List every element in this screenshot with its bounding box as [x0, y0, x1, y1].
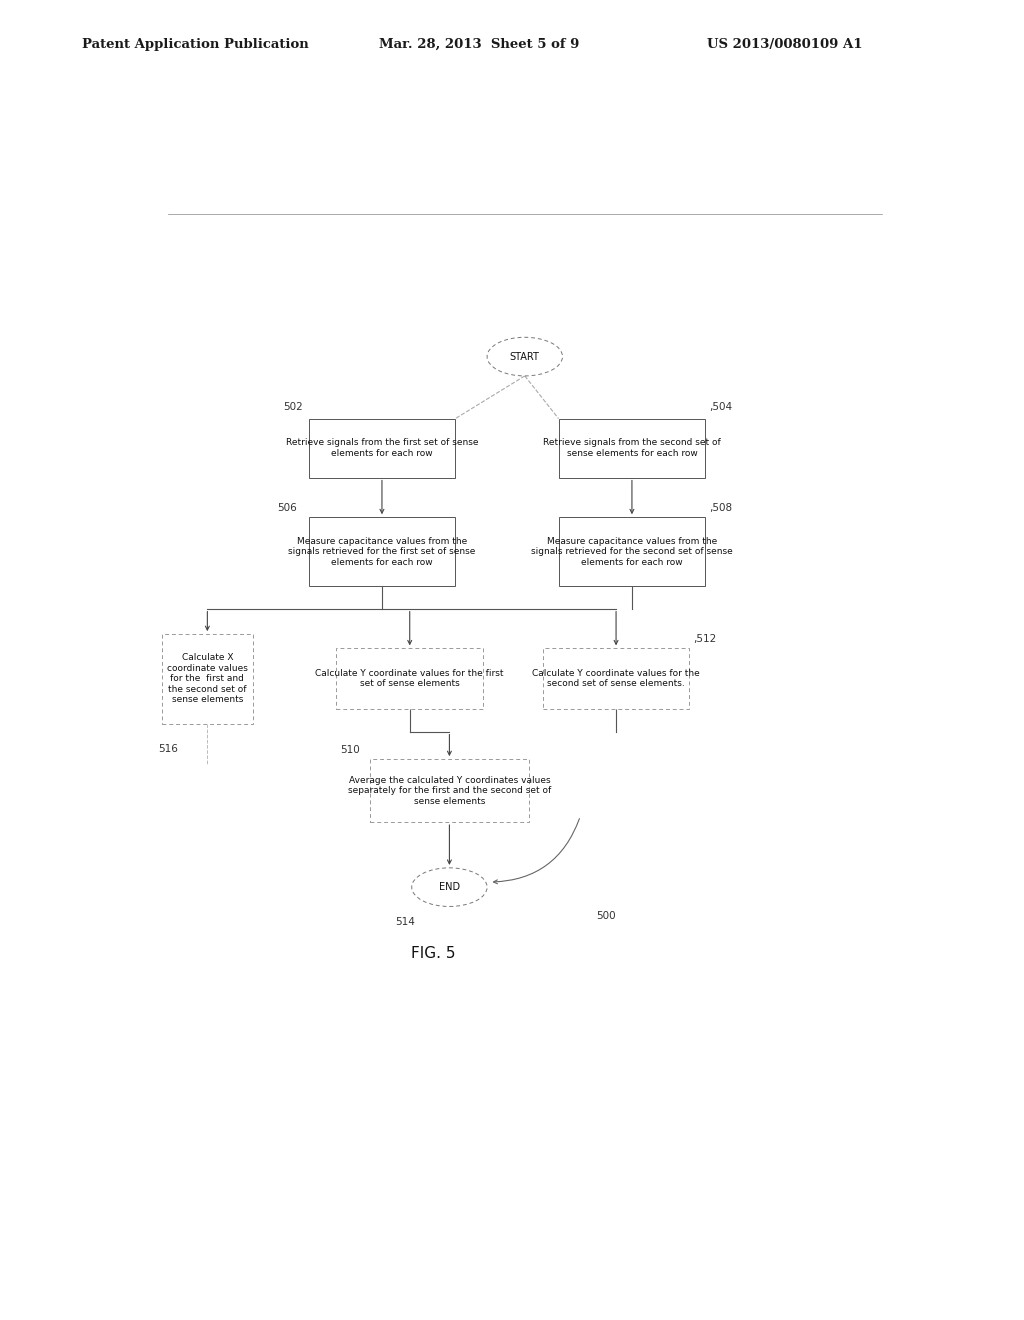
FancyBboxPatch shape [308, 517, 456, 586]
Text: Average the calculated Y coordinates values
separately for the first and the sec: Average the calculated Y coordinates val… [348, 776, 551, 805]
Text: FIG. 5: FIG. 5 [412, 945, 456, 961]
Text: START: START [510, 351, 540, 362]
Text: 500: 500 [596, 911, 615, 920]
FancyBboxPatch shape [336, 648, 483, 709]
FancyBboxPatch shape [558, 517, 706, 586]
FancyBboxPatch shape [308, 418, 456, 478]
Text: Retrieve signals from the second set of
sense elements for each row: Retrieve signals from the second set of … [543, 438, 721, 458]
Text: Calculate X
coordinate values
for the  first and
the second set of
sense element: Calculate X coordinate values for the fi… [167, 653, 248, 704]
Text: Measure capacitance values from the
signals retrieved for the second set of sens: Measure capacitance values from the sign… [531, 537, 733, 566]
FancyBboxPatch shape [162, 634, 253, 723]
Text: Mar. 28, 2013  Sheet 5 of 9: Mar. 28, 2013 Sheet 5 of 9 [379, 37, 580, 50]
Text: Calculate Y coordinate values for the
second set of sense elements.: Calculate Y coordinate values for the se… [532, 669, 700, 689]
FancyBboxPatch shape [543, 648, 689, 709]
Text: 506: 506 [276, 503, 297, 513]
Text: 516: 516 [158, 744, 177, 754]
FancyBboxPatch shape [558, 418, 706, 478]
Text: US 2013/0080109 A1: US 2013/0080109 A1 [707, 37, 862, 50]
Text: 502: 502 [284, 403, 303, 412]
Text: END: END [439, 882, 460, 892]
Text: Retrieve signals from the first set of sense
elements for each row: Retrieve signals from the first set of s… [286, 438, 478, 458]
FancyBboxPatch shape [370, 759, 528, 822]
Text: ,504: ,504 [710, 403, 732, 412]
Text: Patent Application Publication: Patent Application Publication [82, 37, 308, 50]
Text: ,508: ,508 [710, 503, 732, 513]
Text: Calculate Y coordinate values for the first
set of sense elements: Calculate Y coordinate values for the fi… [315, 669, 504, 689]
Text: 510: 510 [340, 744, 359, 755]
Ellipse shape [412, 867, 487, 907]
FancyArrowPatch shape [494, 818, 580, 884]
Text: Measure capacitance values from the
signals retrieved for the first set of sense: Measure capacitance values from the sign… [289, 537, 475, 566]
Text: 514: 514 [395, 917, 416, 927]
Ellipse shape [487, 338, 562, 376]
Text: ,512: ,512 [693, 634, 717, 644]
